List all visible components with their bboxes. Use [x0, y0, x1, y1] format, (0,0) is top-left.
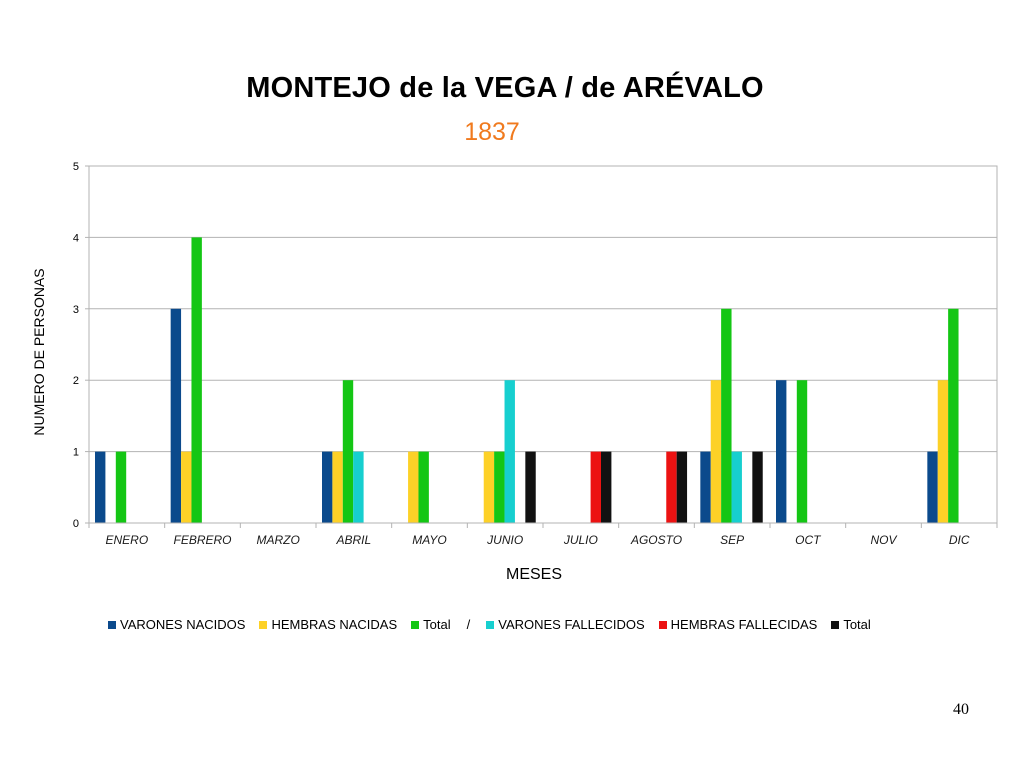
legend-swatch — [831, 620, 840, 629]
legend-item: Total — [411, 617, 451, 632]
bar — [191, 237, 202, 523]
x-tick-label: ABRIL — [335, 533, 371, 547]
bar — [796, 380, 808, 523]
x-tick-label: AGOSTO — [630, 533, 682, 547]
x-tick-label: OCT — [795, 533, 822, 547]
bar-chart: 0 1 2 3 4 5 ENERO FEBRERO MARZO ABRIL MAYO JUNIO JUL… — [73, 161, 998, 547]
x-tick-label: MARZO — [256, 533, 299, 547]
legend-swatch — [658, 620, 667, 629]
bar — [676, 451, 688, 523]
bar — [408, 451, 419, 523]
x-tick-label: JULIO — [563, 533, 598, 547]
bar — [721, 308, 732, 523]
legend-item: HEMBRAS NACIDAS — [259, 617, 397, 632]
legend-swatch — [108, 620, 116, 629]
x-axis-label: MESES — [505, 566, 563, 583]
bar — [948, 308, 959, 523]
x-tick-label: FEBRERO — [173, 533, 231, 547]
bar — [666, 451, 677, 523]
bar — [353, 451, 364, 523]
bar — [95, 451, 106, 523]
chart-legend: VARONES NACIDOS HEMBRAS NACIDAS Total / VARO… — [108, 617, 885, 632]
legend-label: VARONES FALLECIDOS — [498, 617, 645, 632]
legend-swatch — [411, 620, 420, 629]
legend-label: HEMBRAS NACIDAS — [271, 617, 398, 632]
bar — [710, 380, 722, 523]
bar — [483, 451, 495, 523]
bar — [322, 451, 333, 523]
bar — [494, 451, 505, 523]
y-tick-label: 0 — [73, 518, 79, 530]
y-tick-label: 1 — [73, 447, 79, 459]
y-tick-label: 3 — [73, 304, 79, 316]
legend-item: Total — [831, 617, 871, 632]
bar — [731, 451, 742, 523]
legend-item: HEMBRAS FALLECIDAS — [658, 617, 818, 632]
chart-subtitle: 1837 — [464, 118, 520, 146]
plot-area — [88, 165, 998, 524]
legend-swatch — [486, 620, 495, 629]
x-tick-label: ENERO — [105, 533, 148, 547]
legend-separator: / — [466, 617, 471, 632]
x-tick-label: MAYO — [412, 533, 446, 547]
axis-layer: 0 1 2 3 4 5 ENERO FEBRERO MARZO ABRIL MAYO JUNIO JUL… — [73, 161, 998, 547]
x-tick-label: SEP — [720, 533, 744, 547]
bar — [937, 380, 949, 523]
bar — [418, 451, 429, 523]
bar — [590, 451, 601, 523]
legend-label: Total — [843, 617, 871, 632]
bar — [752, 451, 763, 523]
legend-label: Total — [423, 617, 451, 632]
legend-item: VARONES FALLECIDOS — [486, 617, 645, 632]
bar — [181, 451, 192, 523]
legend-swatch — [259, 620, 268, 629]
y-tick-label: 5 — [73, 161, 79, 173]
bar — [332, 451, 343, 523]
legend-label: HEMBRAS FALLECIDAS — [670, 617, 818, 632]
x-tick-label: JUNIO — [486, 533, 523, 547]
legend-label: VARONES NACIDOS — [120, 617, 246, 632]
y-tick-label: 4 — [73, 232, 79, 244]
bar — [776, 380, 787, 523]
grid-layer — [88, 165, 998, 524]
bar — [700, 451, 711, 523]
page-number: 40 — [953, 701, 969, 718]
bar — [927, 451, 938, 523]
bar — [170, 308, 182, 523]
x-tick-label: NOV — [870, 533, 897, 547]
y-tick-label: 2 — [73, 375, 79, 387]
bar — [504, 380, 515, 523]
x-tick-label: DIC — [949, 533, 970, 547]
bar — [601, 451, 612, 523]
bar — [115, 451, 127, 523]
bar — [525, 451, 536, 523]
legend-item: VARONES NACIDOS — [108, 617, 245, 632]
y-axis-label: NUMERO DE PERSONAS — [31, 268, 47, 436]
chart-title: MONTEJO de la VEGA / de ARÉVALO — [246, 72, 764, 104]
bar — [342, 380, 354, 523]
bar-layer — [95, 237, 959, 523]
